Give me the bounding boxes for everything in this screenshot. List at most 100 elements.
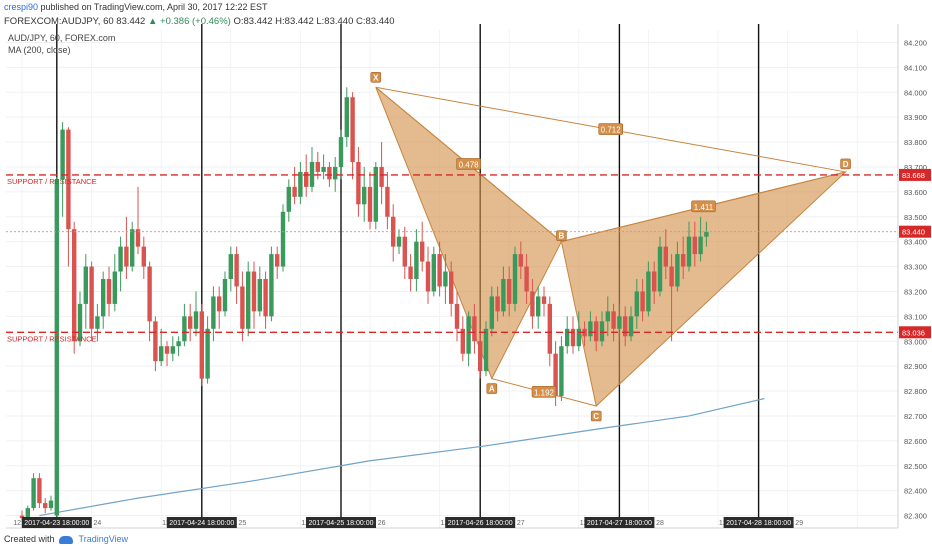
candle-body [489, 296, 494, 329]
candle-body [66, 129, 71, 230]
tradingview-brand[interactable]: TradingView [78, 534, 129, 544]
candle-down [611, 303, 616, 342]
candle-down [304, 154, 309, 197]
time-tick-label: 28 [656, 520, 664, 527]
candle-body [19, 515, 25, 519]
candle-up [686, 221, 692, 272]
candle-body [333, 166, 338, 180]
candle-body [43, 503, 48, 509]
candle-body [605, 311, 610, 322]
support-price-label: 83.036 [902, 328, 925, 337]
candle-body [663, 246, 668, 267]
candle-body [77, 303, 83, 342]
time-tick-label: 27 [517, 520, 525, 527]
candle-up [657, 236, 663, 297]
candle-up [443, 254, 448, 304]
candle-body [553, 353, 558, 397]
candle-down [124, 216, 129, 279]
bat-pattern[interactable] [375, 86, 848, 407]
candle-down [217, 286, 222, 329]
time-highlight-label: 2017-04-25 18:00:00 [309, 520, 374, 527]
candle-down [153, 316, 158, 372]
candle-down [478, 328, 483, 379]
candle-up [565, 316, 570, 354]
pattern-point-box [840, 158, 851, 170]
candle-body [425, 261, 431, 292]
candle-body [72, 229, 77, 342]
candle-down [408, 254, 413, 292]
candle-body [304, 171, 309, 187]
candle-up [576, 311, 581, 352]
candle-body [251, 271, 257, 312]
candle-down [524, 254, 529, 304]
candle-down [350, 92, 355, 180]
candle-body [106, 279, 112, 304]
candle-body [263, 279, 268, 317]
candle-up [228, 246, 233, 292]
pattern-point-box [590, 410, 602, 422]
candle-body [362, 186, 367, 205]
candle-up [698, 216, 703, 262]
price-tick-label: 83.300 [904, 263, 927, 272]
candle-up [182, 303, 187, 347]
candle-body [588, 321, 593, 337]
candle-down [669, 254, 674, 342]
ratio-label-box [456, 158, 481, 170]
time-highlight-label: 2017-04-26 18:00:00 [448, 520, 513, 527]
candle-body [211, 296, 216, 329]
ma-legend[interactable]: MA (200, close) [8, 45, 71, 55]
candle-body [309, 161, 315, 187]
candle-up [193, 291, 199, 337]
candle-down [263, 271, 268, 329]
candle-up [95, 303, 100, 342]
candle-body [170, 346, 175, 354]
candle-down [681, 236, 686, 279]
time-tick-label: 26 [378, 520, 386, 527]
candle-body [130, 229, 135, 267]
time-highlight-box [306, 517, 376, 528]
support-price-label: 83.668 [902, 171, 925, 180]
candle-body [524, 266, 529, 292]
candle-body [321, 166, 326, 172]
candle-up [362, 166, 367, 222]
ma-200-polyline [39, 397, 765, 517]
candle-body [182, 316, 187, 342]
pattern-point-d: D [843, 160, 849, 169]
price-tick-label: 82.300 [904, 512, 927, 521]
candle-down [420, 221, 425, 272]
candle-up [77, 291, 83, 347]
candle-body [327, 166, 332, 180]
candle-body [193, 311, 199, 329]
candle-up [31, 473, 36, 511]
candle-body [338, 137, 344, 167]
candle-body [240, 286, 245, 329]
candle-down [37, 473, 42, 509]
author-link[interactable]: crespi90 [4, 2, 39, 12]
candle-up [246, 261, 251, 337]
candle-down [640, 279, 645, 322]
candle-body [344, 97, 349, 138]
price-axis[interactable]: 82.300 82.400 82.500 82.600 82.700 82.800 82.9… [897, 24, 931, 528]
support-resistance-label: SUPPORT / RESISTANCE [7, 334, 97, 343]
candle-body [286, 186, 291, 212]
candle-body [275, 254, 280, 267]
candle-down [199, 303, 204, 387]
candle-body [25, 508, 30, 519]
candle-body [698, 236, 703, 255]
current-price-label-box [899, 225, 931, 238]
candle-body [536, 296, 541, 317]
candle-body [628, 316, 634, 337]
candle-down [495, 286, 500, 322]
candle-up [559, 336, 564, 402]
support-resistance-lines[interactable]: SUPPORT / RESISTANCE SUPPORT / RESISTANCE [6, 174, 898, 343]
candle-down [89, 261, 94, 342]
ratio-label: 1.192 [534, 388, 555, 397]
symbol-legend[interactable]: AUD/JPY, 60, FOREX.com [8, 33, 116, 43]
candle-body [379, 166, 384, 187]
candle-body [443, 271, 448, 287]
price-tick-label: 83.500 [904, 213, 927, 222]
time-axis[interactable]: 12:002017-04-23 18:00:002412:2017-04-24 … [6, 517, 898, 529]
ohlc-price: 83.442 [116, 16, 146, 27]
price-tick-label: 82.600 [904, 437, 927, 446]
